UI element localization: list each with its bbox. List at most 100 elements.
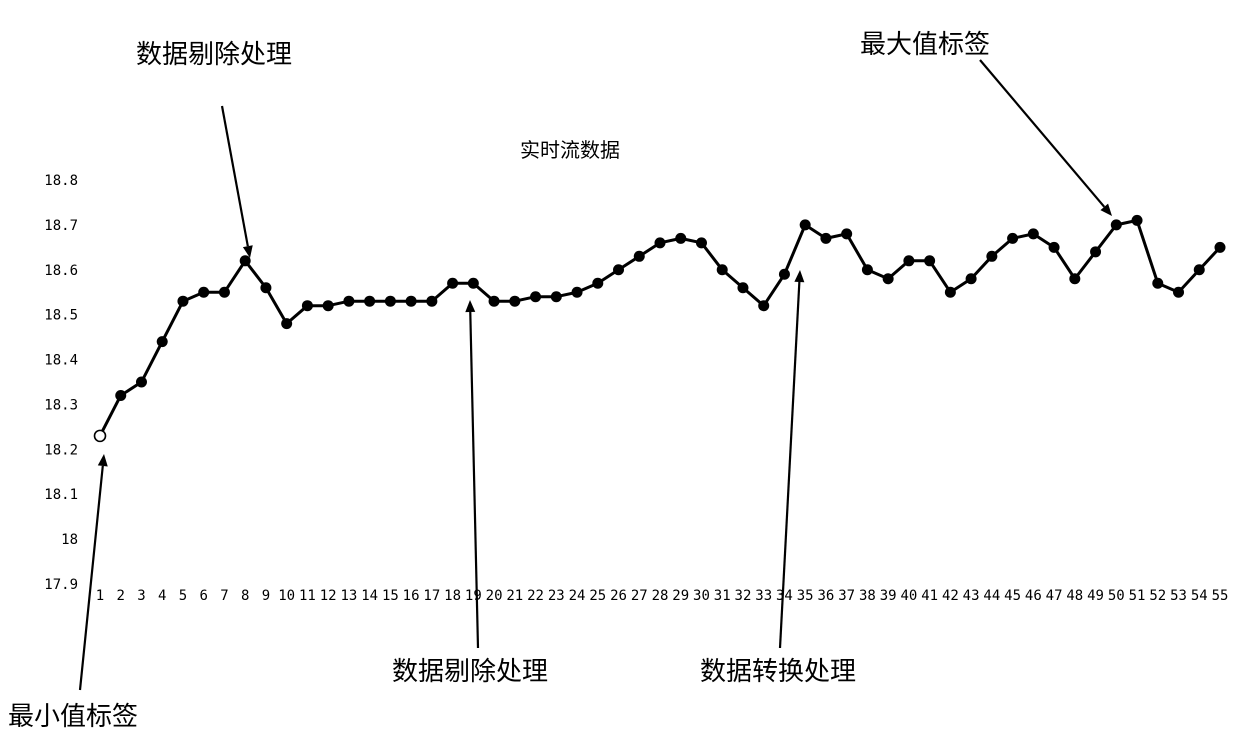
- y-tick-label: 18.2: [44, 442, 78, 458]
- x-tick-label: 46: [1025, 588, 1042, 604]
- y-tick-label: 18.5: [44, 308, 78, 324]
- data-point: [219, 287, 230, 298]
- x-tick-label: 9: [262, 588, 270, 604]
- x-tick-label: 18: [444, 588, 461, 604]
- x-tick-label: 32: [735, 588, 752, 604]
- x-tick-label: 28: [652, 588, 669, 604]
- annotation-min-label: 最小值标签: [8, 696, 138, 733]
- data-point: [177, 296, 188, 307]
- x-tick-label: 34: [776, 588, 793, 604]
- data-point: [1173, 287, 1184, 298]
- data-point: [406, 296, 417, 307]
- x-tick-label: 16: [403, 588, 420, 604]
- x-tick-label: 15: [382, 588, 399, 604]
- x-tick-label: 39: [880, 588, 897, 604]
- x-tick-label: 21: [506, 588, 523, 604]
- data-line: [100, 220, 1220, 435]
- annotation-data-elimination-top: 数据剔除处理: [136, 34, 292, 71]
- y-tick-label: 18.6: [44, 263, 78, 279]
- x-tick-label: 31: [714, 588, 731, 604]
- x-tick-label: 26: [610, 588, 627, 604]
- line-chart: 17.91818.118.218.318.418.518.618.718.812…: [0, 0, 1240, 737]
- x-tick-label: 38: [859, 588, 876, 604]
- x-tick-label: 22: [527, 588, 544, 604]
- data-point: [634, 251, 645, 262]
- x-tick-label: 8: [241, 588, 249, 604]
- data-point: [260, 282, 271, 293]
- data-point: [800, 219, 811, 230]
- y-tick-label: 18.4: [44, 353, 78, 369]
- x-tick-label: 33: [755, 588, 772, 604]
- data-point: [136, 377, 147, 388]
- data-point: [862, 264, 873, 275]
- x-tick-label: 52: [1149, 588, 1166, 604]
- data-point: [1152, 278, 1163, 289]
- annotation-arrow-head: [794, 270, 804, 282]
- x-tick-label: 19: [465, 588, 482, 604]
- x-tick-label: 30: [693, 588, 710, 604]
- data-point: [717, 264, 728, 275]
- data-point: [655, 237, 666, 248]
- data-point: [489, 296, 500, 307]
- y-tick-label: 18.7: [44, 218, 78, 234]
- data-point: [779, 269, 790, 280]
- data-point: [592, 278, 603, 289]
- x-tick-label: 5: [179, 588, 187, 604]
- data-point: [696, 237, 707, 248]
- data-point: [343, 296, 354, 307]
- x-tick-label: 7: [220, 588, 228, 604]
- data-point: [986, 251, 997, 262]
- x-tick-label: 48: [1066, 588, 1083, 604]
- data-point: [364, 296, 375, 307]
- data-point: [115, 390, 126, 401]
- data-point: [966, 273, 977, 284]
- data-point: [1007, 233, 1018, 244]
- data-point-min: [95, 430, 106, 441]
- annotation-data-transform: 数据转换处理: [700, 651, 856, 688]
- x-tick-label: 4: [158, 588, 166, 604]
- data-point: [613, 264, 624, 275]
- x-tick-label: 12: [320, 588, 337, 604]
- x-tick-label: 53: [1170, 588, 1187, 604]
- data-point: [820, 233, 831, 244]
- x-tick-label: 27: [631, 588, 648, 604]
- x-tick-label: 41: [921, 588, 938, 604]
- annotation-arrow-line: [980, 60, 1104, 207]
- x-tick-label: 37: [838, 588, 855, 604]
- x-tick-label: 51: [1129, 588, 1146, 604]
- x-tick-label: 45: [1004, 588, 1021, 604]
- x-tick-label: 6: [199, 588, 207, 604]
- x-tick-label: 24: [569, 588, 586, 604]
- data-point: [572, 287, 583, 298]
- data-point: [426, 296, 437, 307]
- data-point: [551, 291, 562, 302]
- x-tick-label: 50: [1108, 588, 1125, 604]
- x-tick-label: 17: [423, 588, 440, 604]
- data-point: [675, 233, 686, 244]
- x-tick-label: 29: [672, 588, 689, 604]
- data-point: [1090, 246, 1101, 257]
- data-point: [841, 228, 852, 239]
- data-point: [903, 255, 914, 266]
- annotation-arrow-line: [222, 106, 248, 246]
- data-point: [1194, 264, 1205, 275]
- x-tick-label: 44: [983, 588, 1000, 604]
- x-tick-label: 35: [797, 588, 814, 604]
- data-point: [945, 287, 956, 298]
- data-point: [323, 300, 334, 311]
- data-point: [1049, 242, 1060, 253]
- x-tick-label: 42: [942, 588, 959, 604]
- x-tick-label: 36: [817, 588, 834, 604]
- annotation-arrow-head: [465, 300, 475, 312]
- data-point: [447, 278, 458, 289]
- x-tick-label: 54: [1191, 588, 1208, 604]
- x-tick-label: 47: [1046, 588, 1063, 604]
- data-point: [1069, 273, 1080, 284]
- x-tick-label: 13: [340, 588, 357, 604]
- data-point: [1132, 215, 1143, 226]
- data-point: [509, 296, 520, 307]
- data-point: [468, 278, 479, 289]
- data-point: [530, 291, 541, 302]
- y-tick-label: 18: [61, 532, 78, 548]
- annotation-data-elimination-bottom: 数据剔除处理: [392, 651, 548, 688]
